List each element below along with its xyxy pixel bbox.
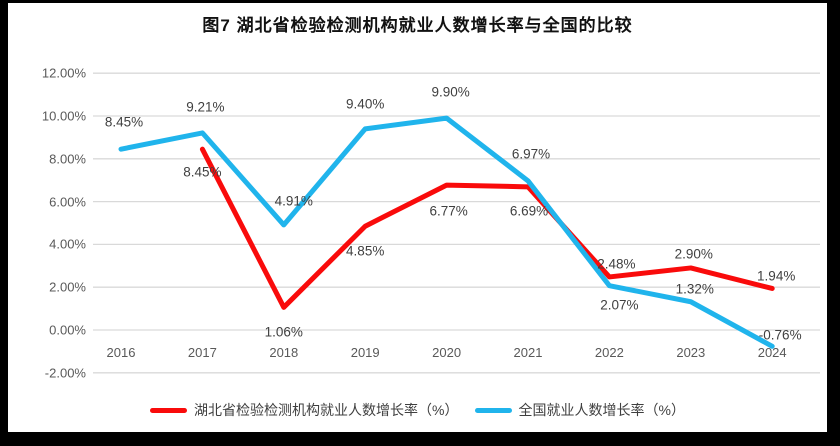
series-line-1 <box>118 115 775 349</box>
y-axis-tick-label: 8.00% <box>49 151 86 167</box>
y-axis-tick-label: -2.00% <box>44 365 86 381</box>
data-label-series0-2019: 4.85% <box>346 243 385 259</box>
x-axis-tick-label: 2024 <box>757 345 787 360</box>
data-label-series1-2023: 1.32% <box>675 281 714 297</box>
y-axis-tick-label: 4.00% <box>49 236 86 252</box>
data-label-series0-2023: 2.90% <box>674 246 713 262</box>
y-axis-tick-label: 0.00% <box>49 322 86 338</box>
legend-label-hubei: 湖北省检验检测机构就业人数增长率（%） <box>194 402 459 418</box>
y-axis-tick-label: 10.00% <box>41 108 86 124</box>
y-axis-tick-label: 6.00% <box>49 194 86 210</box>
legend-swatch-national <box>474 407 512 413</box>
x-axis-tick-label: 2022 <box>594 345 624 360</box>
data-label-series1-2017: 9.21% <box>186 99 225 115</box>
legend-label-national: 全国就业人数增长率（%） <box>518 402 685 418</box>
chart-title: 图7 湖北省检验检测机构就业人数增长率与全国的比较 <box>202 16 633 35</box>
data-label-series0-2017: 8.45% <box>183 164 222 180</box>
series-lines <box>118 115 775 349</box>
data-label-series1-2018: 4.91% <box>274 193 313 209</box>
legend-swatch-hubei <box>150 407 188 413</box>
data-label-series0-2021: 6.69% <box>509 203 549 219</box>
y-axis-tick-label: 12.00% <box>41 65 86 81</box>
legend: 湖北省检验检测机构就业人数增长率（%） 全国就业人数增长率（%） <box>8 398 827 422</box>
data-label-series1-2019: 9.40% <box>346 96 385 112</box>
x-axis-tick-label: 2021 <box>513 345 543 360</box>
x-axis-tick-label: 2019 <box>350 345 380 360</box>
data-label-series0-2024: 1.94% <box>757 268 796 284</box>
data-label-series1-2022: 2.07% <box>600 297 639 313</box>
data-label-series0-2018: 1.06% <box>264 324 303 340</box>
x-axis-tick-label: 2020 <box>432 345 462 360</box>
x-axis-tick-label: 2018 <box>269 345 299 360</box>
line-chart-plot <box>93 72 820 374</box>
data-label-series1-2024: -0.76% <box>758 327 802 343</box>
x-axis-tick-label: 2023 <box>676 345 706 360</box>
data-label-series0-2022: 2.48% <box>597 256 636 272</box>
data-label-series1-2021: 6.97% <box>511 146 551 162</box>
gridlines <box>93 72 820 374</box>
series-line-0 <box>199 146 775 310</box>
data-label-series0-2020: 6.77% <box>429 203 468 219</box>
x-axis-tick-label: 2017 <box>187 345 217 360</box>
x-axis-tick-label: 2016 <box>106 345 136 360</box>
legend-item-national: 全国就业人数增长率（%） <box>474 400 685 420</box>
data-label-series1-2020: 9.90% <box>431 84 470 100</box>
data-label-series1-2016: 8.45% <box>104 114 144 130</box>
legend-item-hubei: 湖北省检验检测机构就业人数增长率（%） <box>150 400 459 420</box>
y-axis-tick-label: 2.00% <box>49 279 86 295</box>
